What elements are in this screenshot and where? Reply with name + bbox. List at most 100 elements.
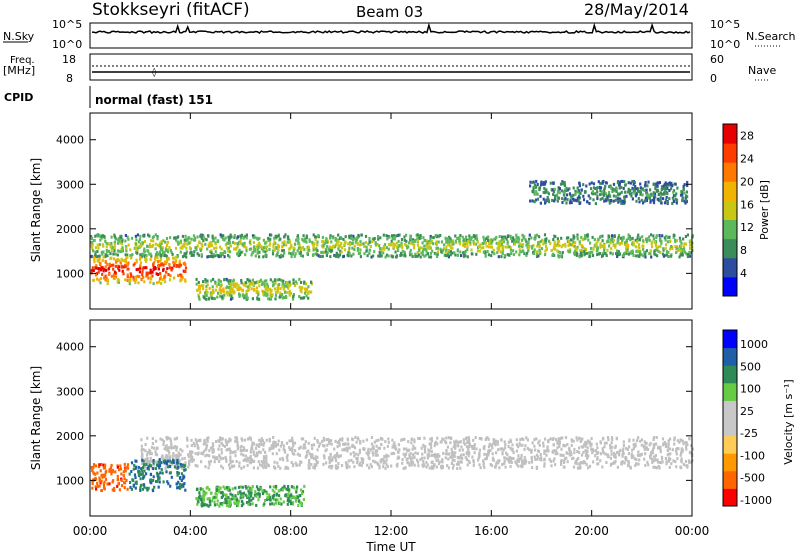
velocity-cell [410, 437, 413, 441]
power-cell [113, 276, 116, 280]
power-cell [377, 237, 380, 241]
power-cell [391, 237, 394, 241]
velocity-cell [279, 497, 282, 501]
velocity-cell [154, 467, 157, 471]
power-cell [504, 245, 507, 249]
velocity-cell [202, 442, 205, 446]
velocity-cell [187, 461, 191, 465]
power-cell [139, 261, 142, 265]
power-cell [93, 239, 96, 242]
power-cell [615, 190, 618, 193]
freq-unit: [MHz] [3, 64, 35, 77]
power-cell [267, 239, 270, 242]
velocity-cell [346, 463, 349, 467]
power-cell [689, 243, 692, 247]
power-cell [654, 184, 657, 188]
velocity-cell [590, 437, 593, 441]
velocity-cell [594, 454, 597, 458]
velocity-cell [102, 482, 105, 486]
velocity-cell [325, 448, 328, 452]
power-cell [136, 251, 139, 255]
power-cell [330, 246, 334, 250]
velocity-cell [654, 454, 657, 457]
power-cell [337, 247, 340, 251]
power-cell [299, 296, 302, 300]
power-cell [385, 253, 389, 257]
power-cell [642, 239, 645, 243]
power-cell [222, 287, 225, 291]
power-cell [288, 284, 291, 288]
power-cell [612, 194, 615, 198]
power-cell [101, 259, 104, 262]
power-cell [337, 243, 340, 247]
velocity-cell [225, 443, 229, 447]
velocity-cell [137, 473, 140, 477]
velocity-cell [321, 440, 324, 443]
velocity-cell [491, 446, 494, 450]
power-cell [651, 198, 654, 202]
power-cell [453, 251, 456, 255]
power-cell [563, 181, 566, 185]
power-cell [159, 259, 162, 263]
power-cell [482, 246, 485, 250]
velocity-cell [501, 452, 504, 456]
power-cell [689, 239, 692, 243]
velocity-cell [252, 466, 255, 470]
velocity-cell [262, 448, 265, 452]
power-cell [616, 181, 619, 185]
velocity-cell [237, 503, 240, 507]
power-cell [267, 236, 270, 240]
power-cell [314, 235, 317, 239]
velocity-cell [402, 466, 405, 470]
velocity-cell [264, 450, 267, 454]
velocity-cell [279, 444, 282, 448]
power-cell [486, 250, 489, 253]
power-cell [622, 186, 625, 190]
velocity-cell [530, 450, 533, 454]
power-cell [589, 246, 593, 250]
velocity-cell [182, 483, 185, 487]
velocity-cell [170, 460, 173, 464]
velocity-cell [685, 447, 688, 451]
velocity-cell [353, 454, 356, 458]
power-cell [682, 184, 685, 188]
velocity-colorbar-swatch [723, 347, 737, 366]
velocity-cell [496, 440, 499, 444]
velocity-cell [460, 445, 463, 449]
velocity-cell [461, 448, 464, 452]
power-cell [535, 190, 538, 194]
power-cell [305, 234, 308, 238]
velocity-cell [597, 462, 600, 466]
power-cell [138, 275, 141, 279]
velocity-cell [129, 485, 132, 489]
power-cell [168, 246, 171, 250]
power-cell [656, 248, 659, 252]
velocity-cell [349, 452, 352, 456]
velocity-cell [95, 487, 98, 491]
velocity-cell [217, 447, 220, 451]
velocity-cell [434, 453, 437, 457]
power-cell [618, 183, 621, 187]
velocity-cell [165, 463, 168, 467]
velocity-cell [266, 462, 269, 466]
power-cell [569, 243, 572, 247]
power-cell [609, 241, 612, 245]
velocity-cell [102, 466, 105, 470]
velocity-cell [295, 488, 298, 492]
power-cell [686, 233, 689, 237]
power-cell [668, 197, 671, 201]
power-cell [129, 248, 132, 252]
velocity-cell [398, 448, 401, 452]
power-cell [499, 239, 502, 243]
velocity-cell [580, 453, 584, 457]
power-cell [532, 180, 535, 184]
power-cell [469, 237, 473, 241]
power-cell [560, 245, 563, 249]
velocity-cell [396, 464, 399, 468]
velocity-cell [165, 470, 168, 474]
power-cell [305, 287, 308, 291]
power-cell [681, 199, 684, 203]
power-cell [659, 244, 662, 248]
power-cell [270, 233, 273, 237]
velocity-cell [533, 444, 536, 448]
